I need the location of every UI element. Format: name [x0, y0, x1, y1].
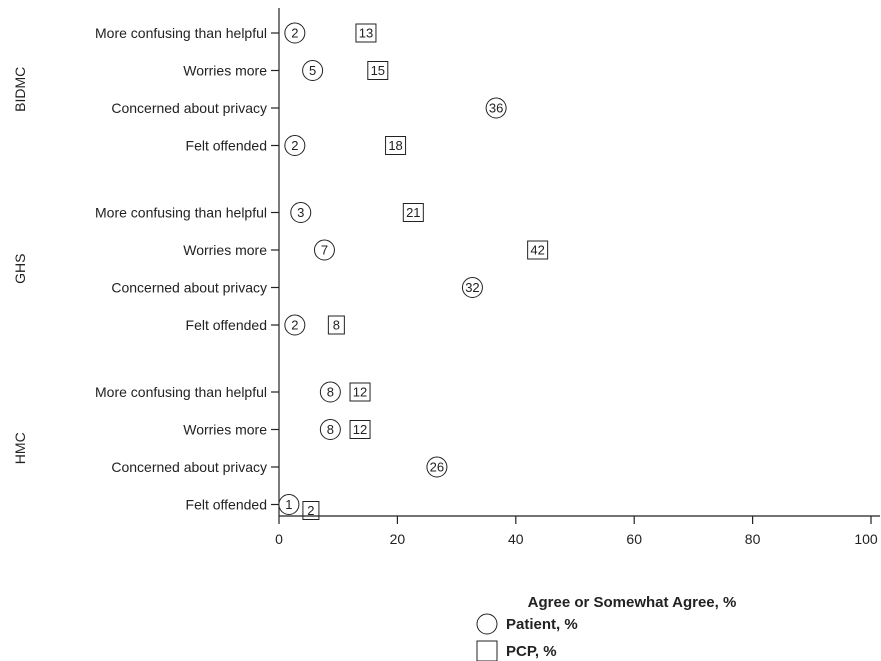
patient-marker — [461, 277, 483, 298]
patient-value-label: 36 — [489, 101, 503, 116]
pcp-value-label: 42 — [530, 243, 544, 258]
patient-marker — [278, 494, 300, 515]
group-label: GHS — [12, 254, 28, 284]
data-row: Concerned about privacy 32 — [111, 277, 483, 298]
patient-value-label: 8 — [327, 385, 334, 400]
category-label: Felt offended — [186, 138, 267, 154]
pcp-value-label: 18 — [388, 138, 402, 153]
pcp-value-label: 21 — [406, 205, 420, 220]
data-row: Felt offended 1 2 — [186, 494, 320, 520]
x-axis: 0 20 40 60 80 100 — [275, 515, 880, 547]
category-label: More confusing than helpful — [95, 205, 267, 221]
category-label: Worries more — [183, 422, 267, 438]
patient-marker — [284, 314, 306, 336]
group-label: BIDMC — [12, 67, 28, 112]
x-tick-label: 60 — [626, 531, 642, 547]
pcp-marker — [349, 420, 371, 439]
x-tick-label: 100 — [854, 531, 878, 547]
data-row: Concerned about privacy 26 — [111, 456, 448, 478]
data-row: Felt offended 2 8 — [186, 314, 345, 336]
pcp-marker — [385, 136, 407, 155]
pcp-value-label: 12 — [353, 422, 367, 437]
pcp-value-label: 8 — [333, 318, 340, 333]
x-tick-label: 0 — [275, 531, 283, 547]
patient-marker — [319, 419, 341, 440]
legend-item: PCP, % — [476, 640, 557, 661]
legend-label: PCP, % — [506, 643, 557, 660]
data-row: Concerned about privacy 36 — [111, 97, 507, 119]
data-row: More confusing than helpful 8 12 — [95, 381, 371, 403]
data-row: More confusing than helpful 2 13 — [95, 22, 377, 44]
x-tick-label: 20 — [390, 531, 406, 547]
pcp-value-label: 13 — [359, 26, 373, 41]
patient-marker — [284, 135, 306, 156]
pcp-marker — [327, 315, 345, 335]
patient-marker — [426, 456, 448, 478]
category-label: More confusing than helpful — [95, 25, 267, 41]
pcp-marker — [302, 501, 320, 520]
patient-value-label: 26 — [430, 460, 444, 475]
legend-square-marker — [476, 640, 498, 661]
legend-circle-marker — [476, 613, 498, 635]
data-row: Worries more 7 42 — [183, 239, 549, 261]
x-axis-title: Agree or Somewhat Agree, % — [528, 594, 737, 611]
patient-value-label: 1 — [285, 497, 292, 512]
category-label: Concerned about privacy — [111, 100, 267, 116]
pcp-marker — [367, 61, 389, 80]
category-label: Felt offended — [186, 317, 267, 333]
x-tick-label: 40 — [508, 531, 524, 547]
pcp-marker — [402, 203, 424, 222]
category-label: Worries more — [183, 63, 267, 79]
patient-value-label: 8 — [327, 422, 334, 437]
patient-value-label: 2 — [291, 26, 298, 41]
category-label: Concerned about privacy — [111, 280, 267, 296]
data-row: More confusing than helpful 3 21 — [95, 202, 424, 223]
legend: Patient, % PCP, % — [476, 613, 578, 661]
legend-label: Patient, % — [506, 616, 578, 633]
patient-marker — [284, 22, 306, 44]
category-label: Concerned about privacy — [111, 459, 267, 475]
group-label: HMC — [12, 432, 28, 464]
patient-marker — [313, 239, 335, 261]
data-row: Worries more 8 12 — [183, 419, 371, 440]
patient-marker — [319, 381, 341, 403]
pcp-marker — [349, 382, 371, 402]
data-row: Felt offended 2 18 — [186, 135, 407, 156]
category-label: Worries more — [183, 242, 267, 258]
category-label: More confusing than helpful — [95, 384, 267, 400]
patient-marker — [485, 97, 507, 119]
patient-value-label: 32 — [465, 280, 479, 295]
patient-value-label: 3 — [297, 205, 304, 220]
patient-value-label: 5 — [309, 63, 316, 78]
legend-item: Patient, % — [476, 613, 578, 635]
pcp-value-label: 2 — [307, 503, 314, 518]
data-row: Worries more 5 15 — [183, 60, 389, 81]
pcp-value-label: 15 — [371, 63, 385, 78]
patient-value-label: 2 — [291, 318, 298, 333]
category-label: Felt offended — [186, 497, 267, 513]
x-tick-label: 80 — [745, 531, 761, 547]
patient-value-label: 2 — [291, 138, 298, 153]
pcp-marker — [527, 240, 549, 260]
patient-value-label: 7 — [321, 243, 328, 258]
patient-marker — [290, 202, 312, 223]
pcp-value-label: 12 — [353, 385, 367, 400]
patient-marker — [302, 60, 324, 81]
pcp-marker — [355, 23, 377, 43]
